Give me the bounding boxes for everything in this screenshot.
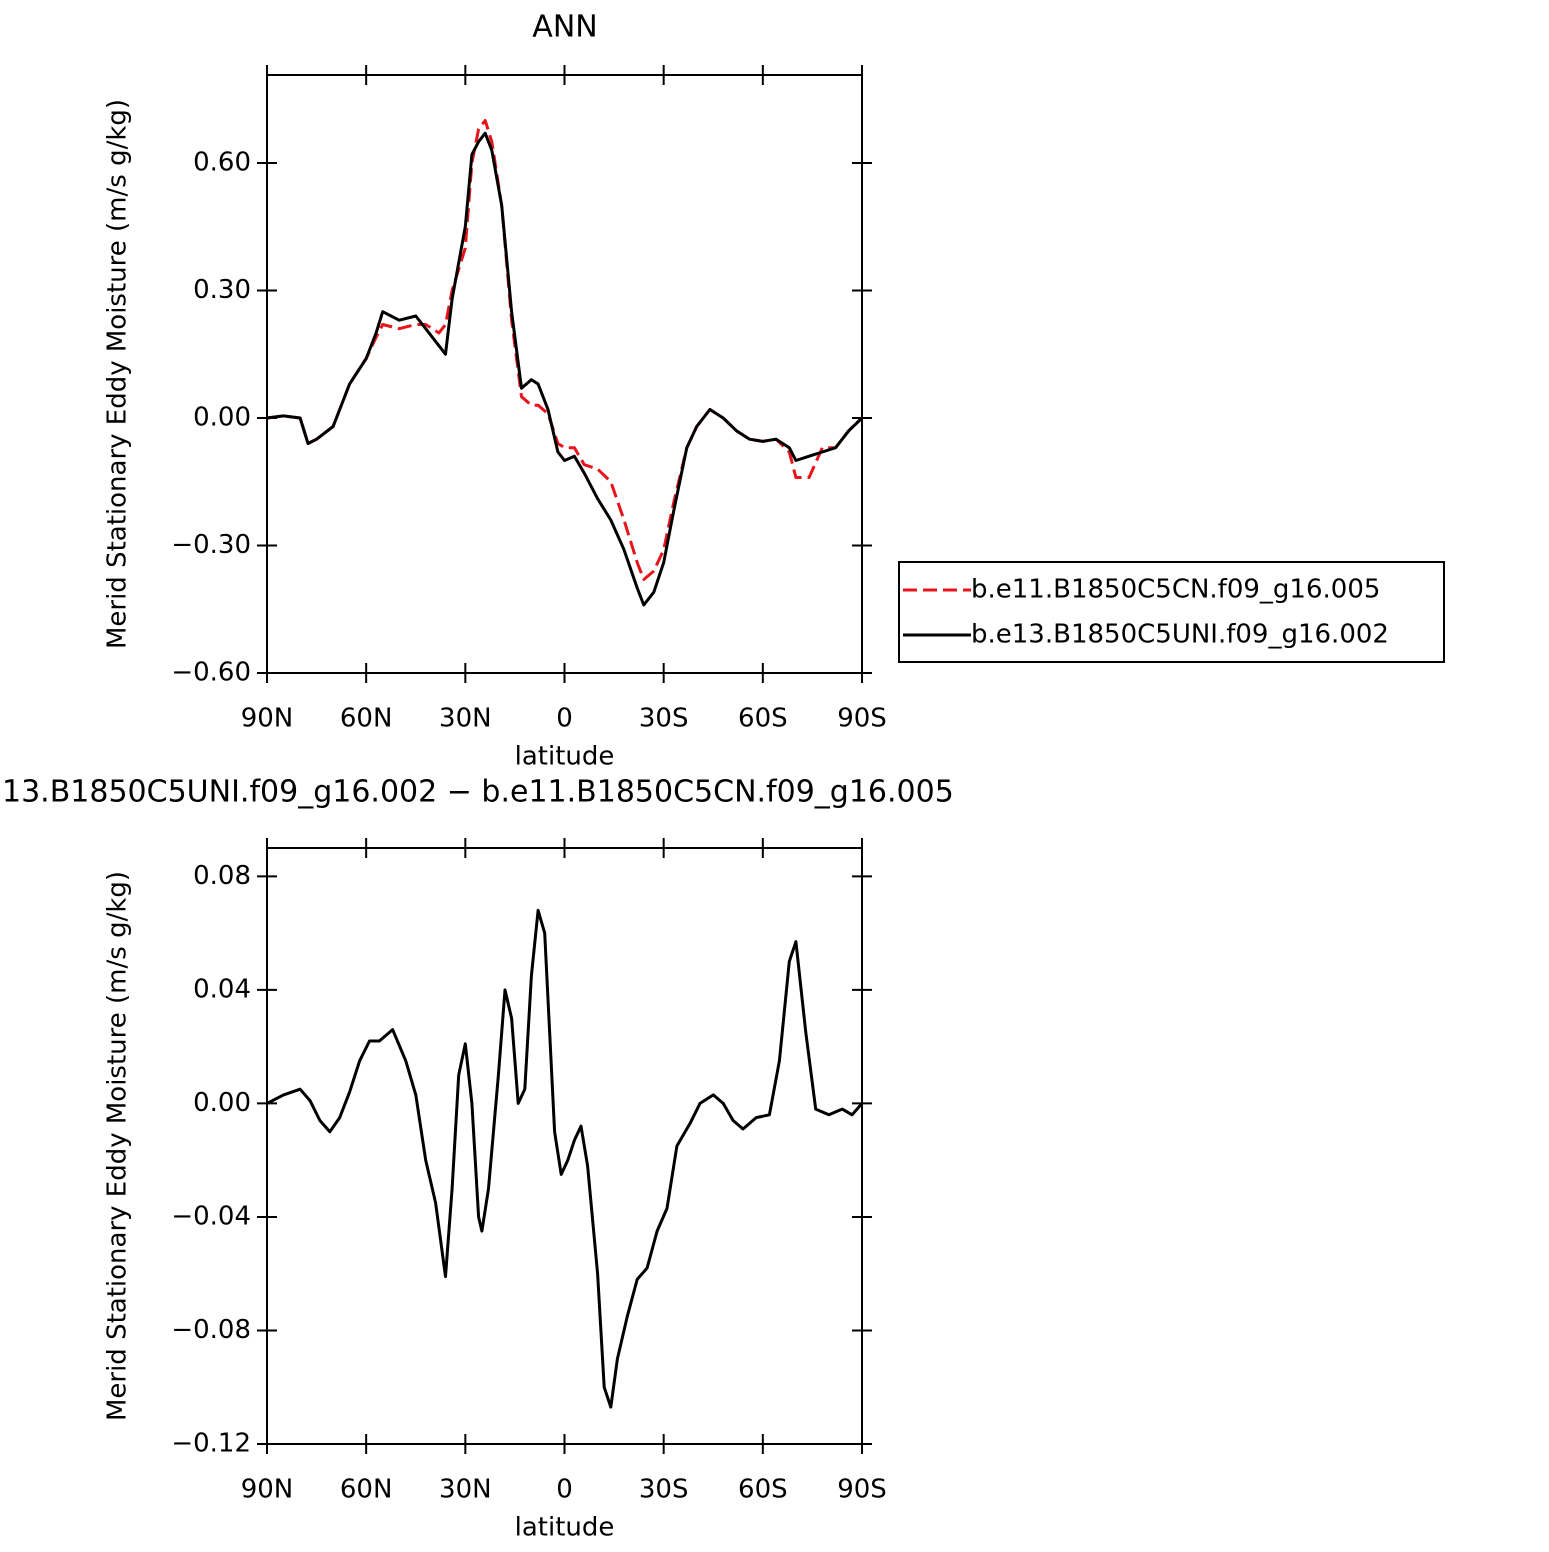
- x-tick-label: 90N: [241, 704, 294, 734]
- x-tick-label: 30S: [639, 704, 689, 734]
- x-tick-label: 30N: [439, 1475, 492, 1505]
- x-tick-label: 90N: [241, 1475, 294, 1505]
- y-tick-label: 0.60: [193, 147, 251, 177]
- x-tick-label: 60S: [738, 704, 788, 734]
- x-tick-label: 30N: [439, 704, 492, 734]
- legend-box: [898, 561, 1445, 663]
- x-tick-label: 0: [556, 704, 573, 734]
- x-tick-label: 90S: [837, 1475, 887, 1505]
- y-axis-label: Merid Stationary Eddy Moisture (m/s g/kg…: [103, 871, 133, 1421]
- x-tick-label: 60N: [340, 704, 393, 734]
- y-tick-label: −0.04: [171, 1201, 251, 1231]
- data-line: [266, 908, 864, 1409]
- x-tick-label: 60N: [340, 1475, 393, 1505]
- plot-frame: [266, 847, 863, 1445]
- y-tick-label: −0.08: [171, 1315, 251, 1345]
- chart-title: 13.B1850C5UNI.f09_g16.002 − b.e11.B1850C…: [2, 775, 954, 810]
- data-line: [266, 119, 864, 581]
- x-tick-label: 60S: [738, 1475, 788, 1505]
- legend-label: b.e13.B1850C5UNI.f09_g16.002: [971, 620, 1389, 650]
- y-tick-label: −0.60: [171, 658, 251, 688]
- y-axis-label: Merid Stationary Eddy Moisture (m/s g/kg…: [103, 99, 133, 649]
- x-tick-label: 30S: [639, 1475, 689, 1505]
- y-tick-label: 0.00: [193, 1088, 251, 1118]
- y-tick-label: −0.12: [171, 1429, 251, 1459]
- y-tick-label: −0.30: [171, 530, 251, 560]
- chart-title: ANN: [532, 10, 597, 45]
- x-tick-label: 90S: [837, 704, 887, 734]
- x-axis-label: latitude: [515, 742, 615, 772]
- y-tick-label: 0.30: [193, 275, 251, 305]
- legend-label: b.e11.B1850C5CN.f09_g16.005: [971, 575, 1380, 605]
- y-tick-label: 0.08: [193, 861, 251, 891]
- x-axis-label: latitude: [515, 1513, 615, 1543]
- x-tick-label: 0: [556, 1475, 573, 1505]
- y-tick-label: 0.04: [193, 974, 251, 1004]
- data-line: [266, 131, 864, 607]
- y-tick-label: 0.00: [193, 402, 251, 432]
